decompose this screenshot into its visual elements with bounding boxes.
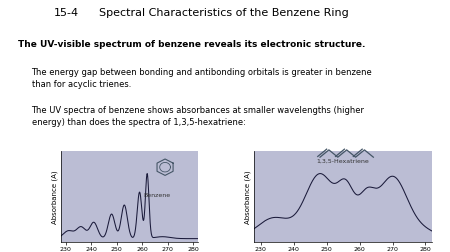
Text: 1,3,5-Hexatriene: 1,3,5-Hexatriene (316, 158, 369, 163)
Text: The UV-visible spectrum of benzene reveals its electronic structure.: The UV-visible spectrum of benzene revea… (18, 40, 365, 49)
Text: The energy gap between bonding and antibonding orbitals is greater in benzene
th: The energy gap between bonding and antib… (32, 68, 372, 89)
Text: Spectral Characteristics of the Benzene Ring: Spectral Characteristics of the Benzene … (99, 8, 349, 18)
Text: 15-4: 15-4 (54, 8, 79, 18)
Y-axis label: Absorbance (A): Absorbance (A) (51, 170, 58, 223)
Y-axis label: Absorbance (A): Absorbance (A) (245, 170, 252, 223)
Text: The UV spectra of benzene shows absorbances at smaller wavelengths (higher
energ: The UV spectra of benzene shows absorban… (32, 106, 364, 127)
Text: Benzene: Benzene (143, 193, 170, 198)
